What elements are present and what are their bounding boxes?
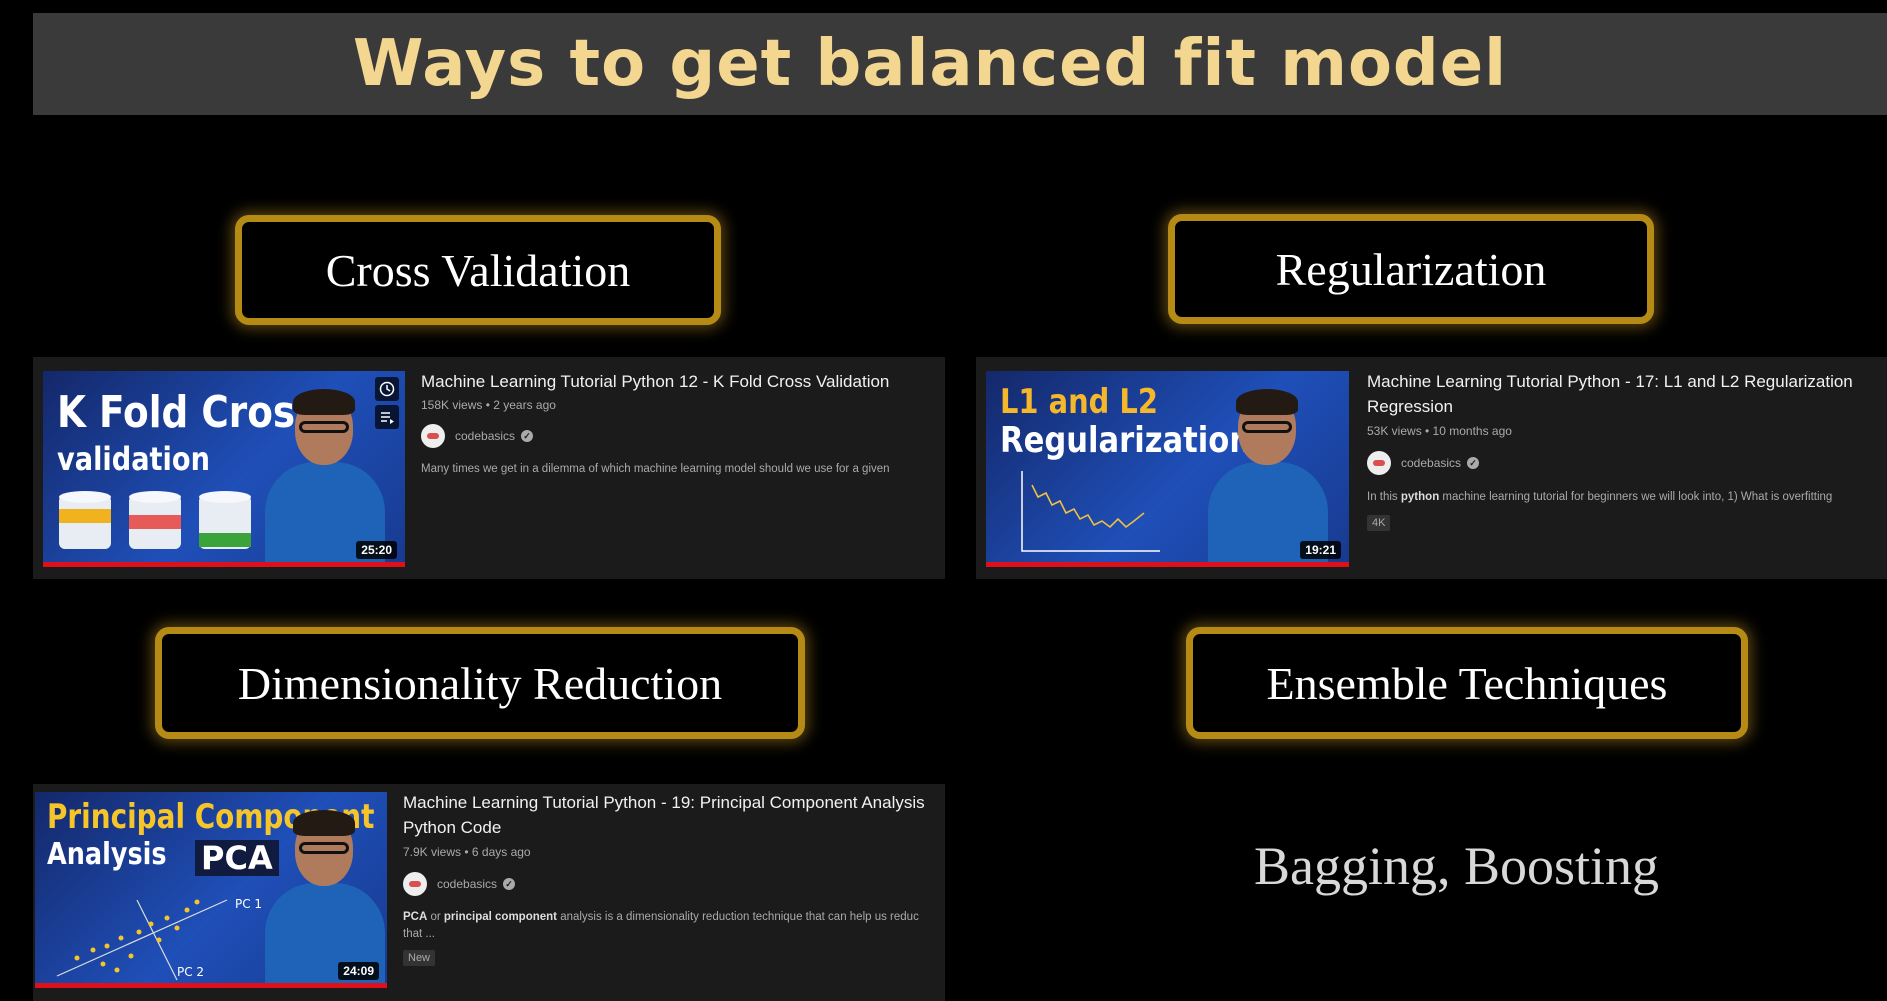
presenter-image	[1208, 377, 1328, 562]
presenter-image	[265, 798, 385, 983]
section-dimensionality-reduction: Dimensionality Reduction	[155, 627, 805, 739]
database-icons	[59, 491, 251, 549]
video-card-pca[interactable]: Principal Component Analysis PCA PC 1 PC…	[33, 784, 945, 1001]
video-description-line2: that ...	[403, 928, 435, 940]
video-meta: 7.9K views • 6 days ago	[403, 845, 531, 859]
channel-name[interactable]: codebasics	[455, 429, 516, 443]
video-card-regularization[interactable]: L1 and L2 Regularization 19:21 Machine L…	[976, 357, 1887, 579]
video-duration: 25:20	[356, 541, 397, 559]
video-title[interactable]: Machine Learning Tutorial Python 12 - K …	[421, 372, 890, 391]
queue-icon[interactable]	[375, 405, 399, 429]
video-duration: 19:21	[1300, 541, 1341, 559]
video-thumbnail[interactable]: Principal Component Analysis PCA PC 1 PC…	[35, 792, 387, 988]
video-thumbnail[interactable]: L1 and L2 Regularization 19:21	[986, 371, 1349, 567]
database-icon-1	[59, 491, 111, 549]
verified-check-icon: ✓	[1467, 457, 1480, 469]
video-thumbnail[interactable]: K Fold Cross validation	[43, 371, 405, 567]
verified-check-icon: ✓	[521, 430, 534, 442]
thumbnail-title-line1: L1 and L2	[1000, 382, 1158, 422]
video-meta: 158K views • 2 years ago	[421, 398, 556, 412]
video-meta: 53K views • 10 months ago	[1367, 424, 1512, 438]
pca-scatter-plot	[56, 899, 228, 981]
quality-badge: 4K	[1367, 515, 1391, 531]
thumbnail-title-line2: Regularization	[1000, 420, 1252, 461]
video-card-k-fold[interactable]: K Fold Cross validation	[33, 357, 945, 579]
bagging-boosting-text: Bagging, Boosting	[1254, 836, 1660, 896]
section-regularization: Regularization	[1168, 214, 1654, 324]
clock-icon[interactable]	[375, 377, 399, 401]
thumbnail-title-line2: Analysis	[47, 837, 167, 872]
database-icon-3	[199, 491, 251, 549]
new-badge: New	[403, 950, 436, 966]
video-title-line2[interactable]: Regression	[1367, 397, 1453, 416]
channel-avatar[interactable]	[421, 424, 445, 448]
channel-link[interactable]: codebasics ✓	[403, 872, 516, 896]
thumbnail-pca-label: PCA	[195, 840, 279, 876]
database-icon-2	[129, 491, 181, 549]
channel-avatar[interactable]	[403, 872, 427, 896]
video-description: In this python machine learning tutorial…	[1367, 491, 1833, 503]
thumbnail-title-line2: validation	[57, 440, 210, 478]
video-title-line2[interactable]: Python Code	[403, 818, 502, 837]
regularization-plot	[1021, 471, 1160, 552]
pc1-label: PC 1	[235, 897, 263, 911]
thumbnail-title-line1: K Fold Cross	[57, 387, 318, 438]
watch-progress-bar	[43, 562, 405, 567]
section-cross-validation: Cross Validation	[235, 215, 721, 325]
channel-name[interactable]: codebasics	[437, 877, 498, 891]
channel-link[interactable]: codebasics ✓	[1367, 451, 1480, 475]
channel-avatar[interactable]	[1367, 451, 1391, 475]
video-title-line1[interactable]: Machine Learning Tutorial Python - 19: P…	[403, 793, 925, 812]
pc2-label: PC 2	[177, 965, 205, 979]
watch-progress-bar	[35, 983, 387, 988]
slide-title: Ways to get balanced fit model	[352, 27, 1508, 101]
video-description-line1: PCA or principal component analysis is a…	[403, 911, 919, 923]
video-title-line1[interactable]: Machine Learning Tutorial Python - 17: L…	[1367, 372, 1853, 391]
video-description: Many times we get in a dilemma of which …	[421, 463, 890, 475]
watch-progress-bar	[986, 562, 1349, 567]
channel-name[interactable]: codebasics	[1401, 456, 1462, 470]
slide-title-bar: Ways to get balanced fit model	[33, 13, 1887, 115]
presenter-image	[265, 377, 385, 562]
channel-link[interactable]: codebasics ✓	[421, 424, 534, 448]
section-ensemble-techniques: Ensemble Techniques	[1186, 627, 1748, 739]
verified-check-icon: ✓	[503, 878, 516, 890]
video-duration: 24:09	[338, 962, 379, 980]
